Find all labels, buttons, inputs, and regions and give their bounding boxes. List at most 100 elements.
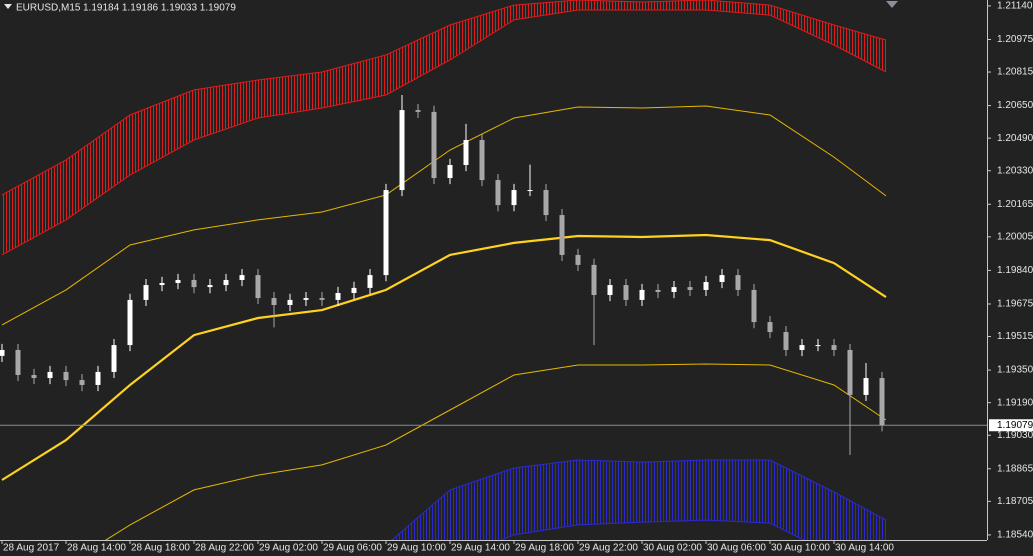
y-tick-label: 1.19030 bbox=[997, 430, 1033, 441]
candle-body bbox=[479, 139, 485, 181]
candle-body bbox=[575, 254, 581, 265]
x-tick-label: 30 Aug 02:00 bbox=[643, 543, 702, 554]
candle-body bbox=[271, 298, 277, 305]
candle-body bbox=[703, 282, 709, 290]
candle-body bbox=[319, 298, 325, 300]
candle-body bbox=[655, 289, 661, 292]
candle-body bbox=[79, 380, 85, 385]
candle-body bbox=[879, 378, 885, 426]
candle-body bbox=[511, 190, 517, 206]
candle-body bbox=[783, 332, 789, 350]
candle-body bbox=[47, 371, 53, 379]
candle-body bbox=[143, 285, 149, 300]
indicator-line bbox=[1, 233, 887, 481]
shift-marker[interactable] bbox=[886, 1, 898, 8]
band-fill bbox=[2, 0, 886, 255]
x-tick-label: 29 Aug 10:00 bbox=[387, 543, 446, 554]
y-tick-label: 1.20330 bbox=[997, 165, 1033, 176]
y-tick-label: 1.20165 bbox=[997, 199, 1033, 210]
candle-body bbox=[607, 285, 613, 296]
symbol-title: EURUSD,M15 bbox=[16, 3, 81, 14]
candle-body bbox=[639, 289, 645, 300]
y-tick-label: 1.19350 bbox=[997, 365, 1033, 376]
x-tick-label: 29 Aug 14:00 bbox=[451, 543, 510, 554]
indicator-line bbox=[1, 0, 887, 196]
candle-body bbox=[383, 190, 389, 276]
y-tick-label: 1.19840 bbox=[997, 265, 1033, 276]
y-tick-label: 1.19515 bbox=[997, 331, 1033, 342]
plot-area bbox=[0, 0, 987, 540]
price-label-box bbox=[989, 419, 1033, 432]
candle-body bbox=[815, 345, 821, 347]
candle-body bbox=[255, 275, 261, 299]
candle-body bbox=[735, 275, 741, 290]
candle-body bbox=[0, 349, 5, 356]
x-tick-label: 29 Aug 22:00 bbox=[579, 543, 638, 554]
ohlc-header: 1.19184 1.19186 1.19033 1.19079 bbox=[83, 3, 236, 14]
menu-arrow[interactable] bbox=[4, 4, 12, 9]
candle-body bbox=[863, 378, 869, 395]
candle-body bbox=[31, 374, 37, 379]
candle-body bbox=[159, 283, 165, 286]
y-tick-label: 1.18865 bbox=[997, 463, 1033, 474]
y-tick-label: 1.21140 bbox=[997, 1, 1033, 12]
candle-body bbox=[671, 287, 677, 292]
candle-body bbox=[751, 289, 757, 323]
y-tick-label: 1.20650 bbox=[997, 100, 1033, 111]
y-tick-label: 1.19190 bbox=[997, 397, 1033, 408]
candle-body bbox=[527, 190, 533, 192]
x-tick-label: 28 Aug 18:00 bbox=[131, 543, 190, 554]
x-tick-label: 28 Aug 14:00 bbox=[67, 543, 126, 554]
indicator-line bbox=[391, 459, 887, 540]
candle-body bbox=[287, 299, 293, 305]
candle-body bbox=[559, 215, 565, 255]
candle-body bbox=[191, 279, 197, 288]
candle-body bbox=[591, 264, 597, 296]
candle-body bbox=[623, 285, 629, 300]
y-tick-label: 1.20815 bbox=[997, 67, 1033, 78]
candle-body bbox=[127, 299, 133, 346]
candle-body bbox=[207, 285, 213, 288]
candle-body bbox=[111, 345, 117, 372]
candle-body bbox=[95, 371, 101, 385]
candle-body bbox=[431, 111, 437, 179]
indicator-line bbox=[499, 519, 805, 540]
candle-body bbox=[367, 275, 373, 288]
y-tick-label: 1.18540 bbox=[997, 530, 1033, 541]
candle-body bbox=[15, 349, 21, 375]
x-tick-label: 29 Aug 18:00 bbox=[515, 543, 574, 554]
x-tick-label: 30 Aug 06:00 bbox=[707, 543, 766, 554]
x-tick-label: 29 Aug 06:00 bbox=[323, 543, 382, 554]
y-tick-label: 1.19675 bbox=[997, 299, 1033, 310]
candle-body bbox=[399, 110, 405, 191]
candle-body bbox=[463, 139, 469, 166]
candle-body bbox=[767, 322, 773, 333]
candle-body bbox=[63, 371, 69, 381]
candle-body bbox=[687, 287, 693, 290]
candle-body bbox=[303, 298, 309, 300]
y-tick-label: 1.20975 bbox=[997, 34, 1033, 45]
candle-body bbox=[831, 345, 837, 350]
candle-body bbox=[799, 345, 805, 350]
band-fill bbox=[391, 460, 886, 540]
indicator-line bbox=[104, 363, 887, 540]
candle-body bbox=[847, 349, 853, 395]
candle-body bbox=[223, 279, 229, 286]
candle-body bbox=[239, 275, 245, 280]
candle-body bbox=[719, 275, 725, 283]
price-label: 1.19079 bbox=[997, 420, 1033, 431]
candle-body bbox=[447, 165, 453, 179]
candle-body bbox=[351, 287, 357, 293]
y-tick-label: 1.20490 bbox=[997, 133, 1033, 144]
y-tick-label: 1.20005 bbox=[997, 231, 1033, 242]
x-tick-label: 30 Aug 10:00 bbox=[771, 543, 830, 554]
x-tick-label: 28 Aug 2017 bbox=[3, 543, 60, 554]
x-tick-label: 30 Aug 14:00 bbox=[835, 543, 894, 554]
indicator-line bbox=[1, 9, 887, 256]
candle-body bbox=[335, 292, 341, 300]
x-tick-label: 29 Aug 02:00 bbox=[259, 543, 318, 554]
x-tick-label: 28 Aug 22:00 bbox=[195, 543, 254, 554]
